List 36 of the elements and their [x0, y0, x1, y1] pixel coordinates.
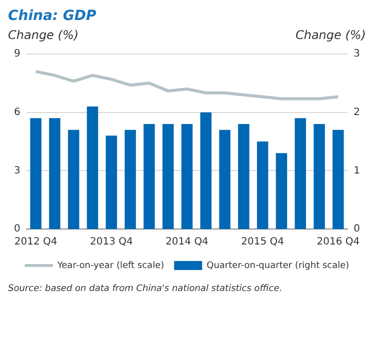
bar: [256, 142, 268, 229]
bar: [219, 130, 230, 229]
y2-tick-label: 1: [354, 165, 360, 176]
chart-title: China: GDP: [8, 8, 98, 24]
y-tick-label: 9: [14, 48, 20, 60]
y2-axis-title: Change (%): [295, 28, 366, 42]
bar: [30, 118, 42, 229]
bar: [181, 124, 193, 229]
bar: [276, 153, 288, 229]
bar: [144, 124, 155, 229]
legend-label: Quarter-on-quarter (right scale): [206, 260, 350, 271]
y-axis-title: Change (%): [8, 28, 79, 42]
source-note: Source: based on data from China's national statistics office.: [8, 284, 284, 294]
bar: [49, 118, 60, 229]
bar: [86, 106, 98, 229]
bar: [294, 118, 306, 229]
y-tick-label: 0: [14, 224, 20, 235]
x-tick-label: 2015 Q4: [241, 236, 284, 248]
bar: [124, 130, 136, 229]
bar: [200, 112, 212, 229]
y-tick-label: 3: [14, 165, 20, 176]
bar: [314, 124, 325, 229]
x-tick-label: 2014 Q4: [166, 236, 208, 248]
bar: [162, 124, 174, 229]
y-tick-label: 6: [14, 106, 20, 118]
bar: [68, 130, 80, 229]
bar: [238, 124, 250, 229]
x-tick-label: 2013 Q4: [90, 236, 133, 248]
x-tick-label: 2012 Q4: [14, 236, 58, 248]
legend-label: Year-on-year (left scale): [56, 260, 164, 271]
y2-tick-label: 0: [354, 224, 360, 235]
y2-tick-label: 3: [354, 48, 360, 60]
bar: [106, 136, 118, 229]
x-tick-label: 2016 Q4: [316, 236, 360, 248]
y2-tick-label: 2: [354, 106, 360, 118]
bar: [332, 130, 344, 229]
